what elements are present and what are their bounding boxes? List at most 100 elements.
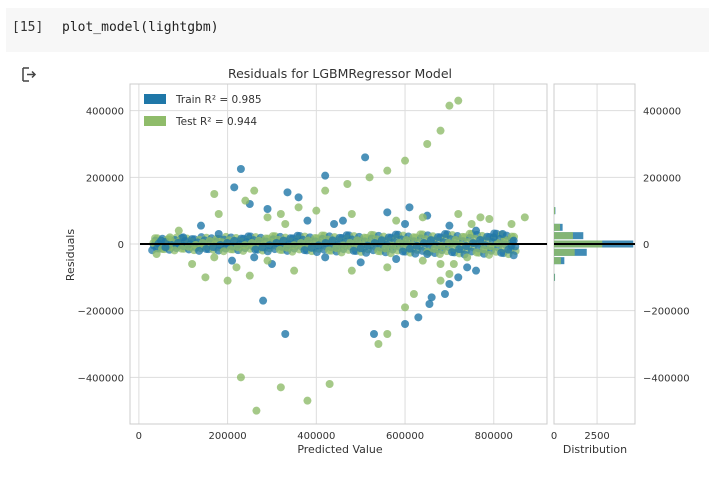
test-point (325, 246, 334, 255)
test-point (383, 330, 392, 338)
train-point (236, 165, 245, 173)
y-tick-label: −200000 (77, 307, 124, 318)
test-point (347, 210, 356, 218)
test-point (386, 249, 395, 258)
test-point (365, 173, 374, 182)
test-point (395, 238, 404, 247)
test-point (467, 220, 476, 228)
code-cell[interactable]: [15] plot_model(lightgbm) (6, 8, 709, 52)
train-point (202, 244, 211, 253)
train-point (509, 251, 518, 260)
x-tick-label: 0 (136, 431, 142, 442)
train-point (498, 230, 507, 238)
test-point (479, 245, 488, 254)
train-point (392, 255, 401, 263)
train-point (362, 248, 371, 257)
test-point (423, 140, 432, 148)
test-point (263, 213, 272, 222)
legend-label-test: Test R² = 0.944 (175, 116, 257, 128)
test-point (252, 406, 261, 415)
test-point (418, 256, 427, 265)
test-point (472, 248, 481, 257)
test-point (436, 126, 445, 135)
test-point (174, 226, 183, 235)
test-point (430, 244, 439, 253)
train-point (251, 245, 260, 254)
test-point (449, 260, 458, 268)
train-point (328, 236, 337, 245)
train-point (414, 313, 423, 322)
test-point (520, 213, 529, 222)
test-point (485, 250, 494, 259)
train-point (441, 230, 450, 239)
train-point (321, 253, 330, 262)
hist-tick-label: 0 (551, 431, 557, 442)
train-point (283, 188, 292, 197)
output-arrow-icon[interactable] (20, 66, 38, 84)
test-point (276, 383, 285, 392)
test-point (445, 270, 454, 278)
hist-axis-label: Distribution (563, 443, 627, 456)
test-point (290, 266, 299, 275)
train-point (440, 290, 449, 298)
test-point (261, 234, 270, 243)
test-point (303, 396, 312, 405)
test-point (383, 166, 392, 175)
test-point (289, 241, 298, 250)
test-point (339, 241, 348, 250)
test-point (223, 276, 232, 285)
train-point (349, 246, 358, 255)
hist-y-tick-label: −200000 (643, 307, 690, 318)
train-point (312, 248, 321, 257)
train-point (401, 220, 410, 228)
train-point (361, 153, 370, 162)
test-point (353, 236, 362, 245)
train-point (401, 320, 410, 328)
train-point (405, 244, 414, 253)
hist-y-tick-label: −400000 (643, 373, 690, 384)
train-point (454, 273, 463, 282)
test-point (263, 256, 272, 265)
test-point (374, 340, 383, 348)
test-point (275, 245, 284, 254)
train-point (179, 233, 188, 242)
test-point (268, 232, 277, 241)
legend-swatch-test (144, 116, 166, 126)
train-point (489, 233, 498, 242)
test-point (201, 273, 210, 282)
residuals-figure: Residuals for LGBMRegressor Model 0 20000… (64, 66, 690, 456)
plot-frame (129, 83, 548, 425)
train-point (209, 243, 218, 252)
train-point (307, 243, 316, 252)
train-point (497, 248, 506, 257)
train-point (398, 247, 407, 256)
test-point (188, 260, 197, 268)
test-hist-bar (554, 273, 555, 281)
test-point (250, 186, 259, 195)
test-point (454, 96, 463, 105)
train-point (300, 246, 309, 255)
test-point (296, 238, 305, 247)
test-point (210, 190, 219, 198)
train-point (321, 238, 330, 247)
train-point (338, 216, 347, 225)
train-point (330, 220, 339, 228)
train-point (427, 293, 436, 302)
residuals-scatter-plot: 0 200000 400000 600000 800000 −400000 −200000 0… (77, 83, 548, 442)
test-point (236, 373, 245, 382)
train-point (294, 193, 303, 202)
hist-y-tick-label: 400000 (643, 107, 681, 118)
test-point (367, 230, 376, 239)
test-point (152, 250, 161, 258)
test-hist-bar (554, 257, 561, 265)
test-point (436, 260, 445, 268)
test-point (476, 213, 485, 222)
test-point (311, 234, 320, 243)
test-point (233, 243, 242, 252)
test-point (454, 210, 463, 218)
test-point (463, 253, 472, 262)
cell-code-text[interactable]: plot_model(lightgbm) (62, 20, 219, 35)
train-point (272, 238, 281, 247)
legend-swatch-train (144, 94, 166, 104)
test-point (346, 238, 355, 247)
